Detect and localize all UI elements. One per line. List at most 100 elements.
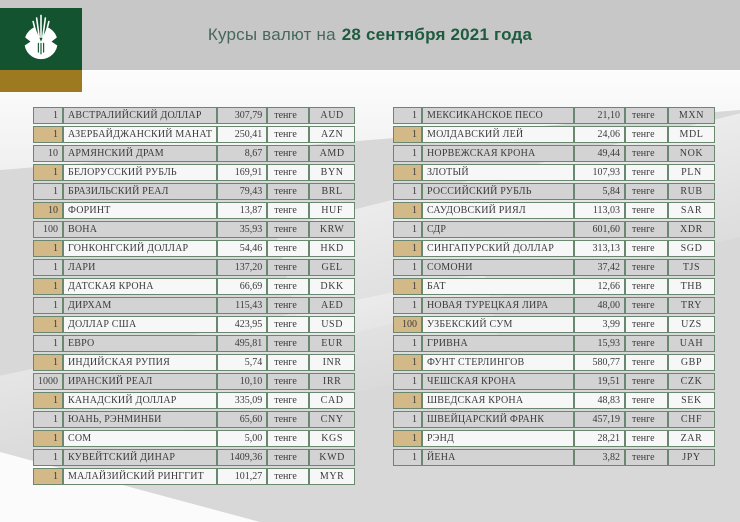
currency-name-cell: ЧЕШСКАЯ КРОНА [422,373,574,390]
currency-name-cell: РЭНД [422,430,574,447]
currency-name-cell: БЕЛОРУССКИЙ РУБЛЬ [63,164,218,181]
unit-label-cell: тенге [625,316,668,333]
quantity-cell: 1 [393,430,422,447]
rate-value-cell: 21,10 [574,107,625,124]
currency-name-cell: ЗЛОТЫЙ [422,164,574,181]
table-row: 1 ЙЕНА 3,82 тенге JPY [393,449,715,466]
currency-code-cell: TJS [668,259,715,276]
quantity-cell: 10 [33,145,63,162]
table-row: 1 РОССИЙСКИЙ РУБЛЬ 5,84 тенге RUB [393,183,715,200]
currency-code-cell: AMD [309,145,355,162]
table-row: 1 СИНГАПУРСКИЙ ДОЛЛАР 313,13 тенге SGD [393,240,715,257]
currency-name-cell: ДОЛЛАР США [63,316,218,333]
quantity-cell: 1 [33,392,63,409]
header-band: Курсы валют на 28 сентября 2021 года [0,0,740,70]
currency-name-cell: ИНДИЙСКАЯ РУПИЯ [63,354,218,371]
rate-value-cell: 48,83 [574,392,625,409]
currency-code-cell: BRL [309,183,355,200]
table-row: 1 ДИРХАМ 115,43 тенге AED [33,297,355,314]
rate-value-cell: 35,93 [217,221,268,238]
unit-label-cell: тенге [267,221,310,238]
currency-name-cell: АВСТРАЛИЙСКИЙ ДОЛЛАР [63,107,218,124]
quantity-cell: 100 [393,316,422,333]
rate-value-cell: 169,91 [217,164,268,181]
unit-label-cell: тенге [625,202,668,219]
currency-code-cell: CHF [668,411,715,428]
table-row: 1 ЧЕШСКАЯ КРОНА 19,51 тенге CZK [393,373,715,390]
rate-value-cell: 13,87 [217,202,268,219]
gold-accent-bar [0,70,82,92]
currency-code-cell: RUB [668,183,715,200]
currency-name-cell: ВОНА [63,221,218,238]
unit-label-cell: тенге [267,107,310,124]
unit-label-cell: тенге [625,297,668,314]
quantity-cell: 1 [393,335,422,352]
table-row: 1 АЗЕРБАЙДЖАНСКИЙ МАНАТ 250,41 тенге AZN [33,126,355,143]
currency-code-cell: BYN [309,164,355,181]
unit-label-cell: тенге [267,449,310,466]
unit-label-cell: тенге [267,145,310,162]
title-date: 28 сентября 2021 года [341,25,533,44]
currency-code-cell: NOK [668,145,715,162]
rate-value-cell: 15,93 [574,335,625,352]
unit-label-cell: тенге [267,183,310,200]
currency-name-cell: МАЛАЙЗИЙСКИЙ РИНГГИТ [63,468,218,485]
quantity-cell: 1 [393,221,422,238]
page-title: Курсы валют на 28 сентября 2021 года [0,0,740,70]
unit-label-cell: тенге [267,297,310,314]
table-row: 1 САУДОВСКИЙ РИЯЛ 113,03 тенге SAR [393,202,715,219]
bank-logo [0,8,82,70]
currency-name-cell: ГОНКОНГСКИЙ ДОЛЛАР [63,240,218,257]
currency-code-cell: ZAR [668,430,715,447]
quantity-cell: 1 [393,164,422,181]
unit-label-cell: тенге [625,449,668,466]
table-row: 1 ЗЛОТЫЙ 107,93 тенге PLN [393,164,715,181]
quantity-cell: 1 [393,297,422,314]
currency-code-cell: INR [309,354,355,371]
unit-label-cell: тенге [267,240,310,257]
title-prefix: Курсы валют на [207,25,336,44]
rate-value-cell: 137,20 [217,259,268,276]
table-row: 1 МАЛАЙЗИЙСКИЙ РИНГГИТ 101,27 тенге MYR [33,468,355,485]
quantity-cell: 1 [393,278,422,295]
rates-table-left: 1 АВСТРАЛИЙСКИЙ ДОЛЛАР 307,79 тенге AUD 1 АЗЕР… [33,105,355,487]
currency-code-cell: GBP [668,354,715,371]
currency-code-cell: AZN [309,126,355,143]
quantity-cell: 1 [393,259,422,276]
unit-label-cell: тенге [625,221,668,238]
quantity-cell: 1 [393,449,422,466]
unit-label-cell: тенге [625,430,668,447]
currency-code-cell: MXN [668,107,715,124]
quantity-cell: 1 [393,240,422,257]
currency-name-cell: БАТ [422,278,574,295]
quantity-cell: 1 [33,411,63,428]
rate-value-cell: 101,27 [217,468,268,485]
rate-value-cell: 48,00 [574,297,625,314]
rate-value-cell: 37,42 [574,259,625,276]
quantity-cell: 1 [393,107,422,124]
unit-label-cell: тенге [625,145,668,162]
table-row: 1 ШВЕЙЦАРСКИЙ ФРАНК 457,19 тенге CHF [393,411,715,428]
currency-code-cell: SAR [668,202,715,219]
table-row: 1 СДР 601,60 тенге XDR [393,221,715,238]
table-row: 1 ДАТСКАЯ КРОНА 66,69 тенге DKK [33,278,355,295]
national-bank-emblem-icon [22,14,60,60]
currency-code-cell: JPY [668,449,715,466]
rate-value-cell: 113,03 [574,202,625,219]
quantity-cell: 1 [33,126,63,143]
table-row: 1 БЕЛОРУССКИЙ РУБЛЬ 169,91 тенге BYN [33,164,355,181]
rate-value-cell: 313,13 [574,240,625,257]
unit-label-cell: тенге [625,392,668,409]
currency-name-cell: СОМ [63,430,218,447]
unit-label-cell: тенге [625,240,668,257]
currency-name-cell: РОССИЙСКИЙ РУБЛЬ [422,183,574,200]
unit-label-cell: тенге [625,107,668,124]
table-row: 1 МОЛДАВСКИЙ ЛЕЙ 24,06 тенге MDL [393,126,715,143]
currency-name-cell: НОВАЯ ТУРЕЦКАЯ ЛИРА [422,297,574,314]
currency-code-cell: MYR [309,468,355,485]
quantity-cell: 1 [393,202,422,219]
table-row: 1 КУВЕЙТСКИЙ ДИНАР 1409,36 тенге KWD [33,449,355,466]
unit-label-cell: тенге [267,259,310,276]
rate-value-cell: 457,19 [574,411,625,428]
